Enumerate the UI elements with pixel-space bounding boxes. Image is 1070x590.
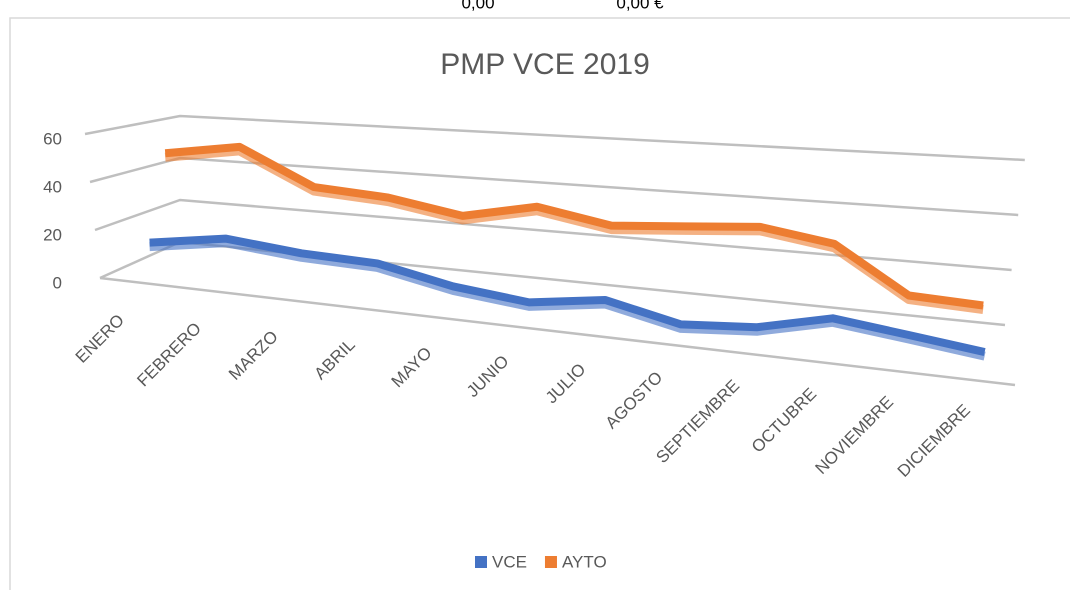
x-tick-label: DICIEMBRE [894, 401, 974, 481]
floor-edge [99, 276, 1016, 387]
legend-swatch [475, 556, 487, 568]
x-tick-label: ABRIL [311, 335, 359, 383]
chart-title: PMP VCE 2019 [440, 48, 650, 81]
x-tick-label: ENERO [72, 311, 128, 367]
chart-border [9, 17, 1070, 590]
x-tick-label: FEBRERO [133, 319, 205, 391]
header-cell: 0,00 € [616, 0, 664, 12]
legend-label: VCE [492, 552, 527, 571]
grid-line [89, 156, 1019, 217]
x-tick-label: JULIO [542, 360, 590, 408]
grid-line [84, 114, 1025, 162]
y-tick-label: 40 [43, 177, 62, 196]
y-tick-label: 0 [53, 273, 62, 292]
x-tick-label: SEPTIEMBRE [652, 376, 743, 467]
x-tick-label: MARZO [225, 327, 282, 384]
legend-swatch [544, 556, 557, 568]
y-tick-label: 20 [43, 225, 62, 244]
series-line [164, 142, 984, 310]
x-tick-label: AGOSTO [602, 368, 667, 433]
grid-line [94, 198, 1012, 272]
legend-label: AYTO [562, 552, 607, 571]
y-tick-label: 60 [43, 129, 62, 148]
header-cell: 0,00 [461, 0, 494, 12]
x-tick-label: OCTUBRE [748, 384, 820, 456]
series-line [149, 234, 986, 356]
x-tick-label: NOVIEMBRE [812, 392, 898, 478]
x-tick-label: JUNIO [463, 351, 512, 400]
x-tick-label: MAYO [388, 343, 436, 391]
grid-line [99, 240, 1006, 327]
